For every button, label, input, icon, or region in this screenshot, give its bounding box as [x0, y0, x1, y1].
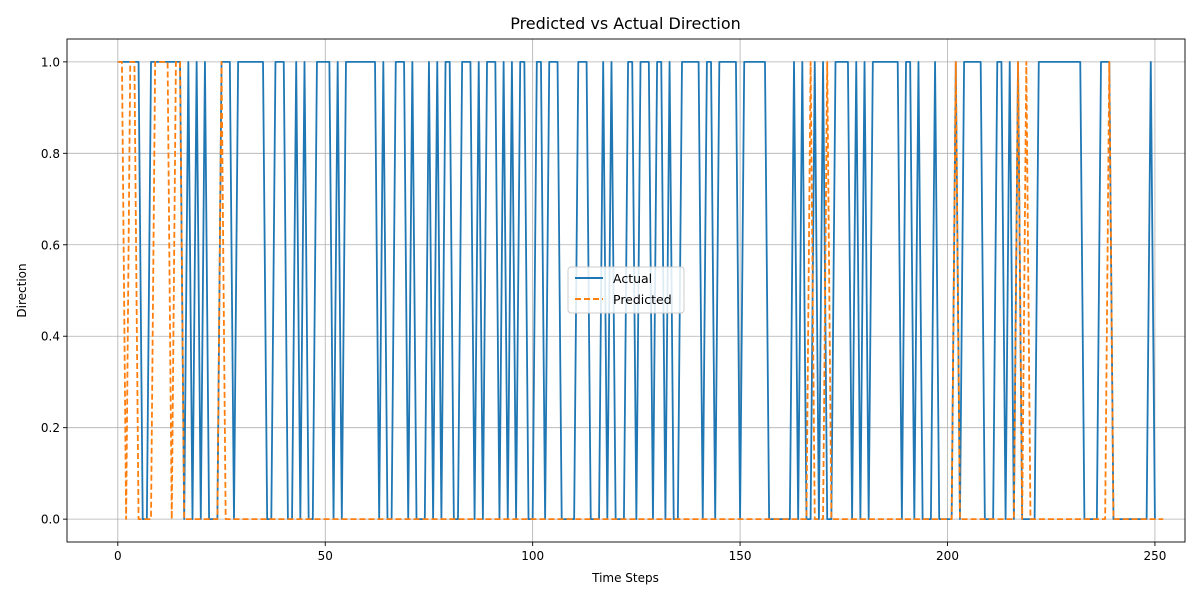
y-axis-label: Direction	[15, 263, 29, 317]
y-tick-label: 0.4	[41, 330, 60, 344]
x-tick-label: 200	[936, 549, 959, 563]
x-tick-label: 250	[1143, 549, 1166, 563]
tick-layer: 0 50 100 150 200 250 0.0 0.2 0.4 0.6 0.8 1.0	[41, 55, 1166, 563]
y-tick-label: 0.8	[41, 147, 60, 161]
legend-label-actual: Actual	[613, 271, 652, 286]
chart-title: Predicted vs Actual Direction	[510, 14, 741, 33]
y-tick-label: 0.0	[41, 513, 60, 527]
series-layer	[117, 60, 1164, 521]
x-axis-label: Time Steps	[591, 571, 659, 585]
y-tick-label: 1.0	[41, 55, 60, 69]
plot-frame	[66, 38, 1186, 543]
legend-label-predicted: Predicted	[613, 292, 672, 307]
x-tick-label: 150	[729, 549, 752, 563]
series-line-predicted	[117, 60, 1164, 521]
x-tick-label: 100	[521, 549, 544, 563]
legend: Actual Predicted	[567, 266, 685, 314]
x-tick-label: 0	[114, 549, 122, 563]
x-tick-label: 50	[318, 549, 333, 563]
y-tick-label: 0.6	[41, 238, 60, 252]
y-tick-label: 0.2	[41, 421, 60, 435]
